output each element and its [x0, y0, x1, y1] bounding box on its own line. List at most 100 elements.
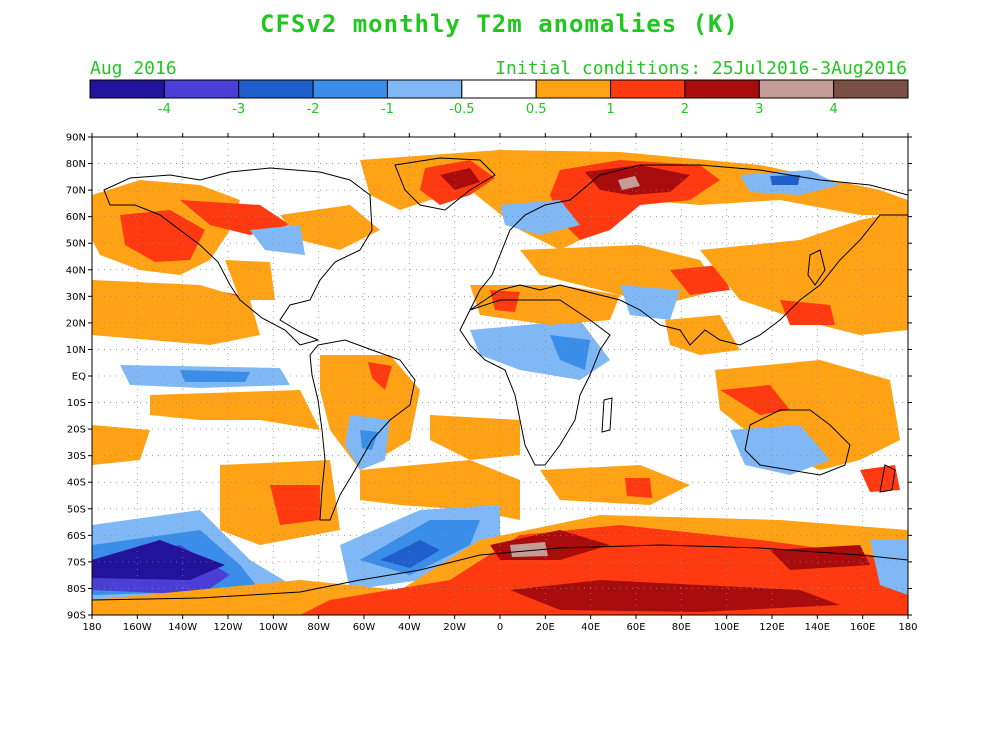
longitude-label: 40E — [581, 622, 600, 633]
anomaly-region-canada-orange — [280, 205, 380, 250]
coastline-madagascar — [601, 397, 613, 433]
anomaly-region-africa-midblue — [550, 335, 590, 370]
longitude-label: 120E — [759, 622, 784, 633]
axis-ticks: 90N 80N 70N 60N 50N 40N 30N 20N 10N EQ 10S 20S 30S 40… — [66, 133, 918, 634]
longitude-label: 80W — [307, 622, 330, 633]
longitude-label: 160E — [850, 622, 875, 633]
anomaly-region-antarctic-deep-darkred — [510, 580, 840, 612]
anomaly-region-southern-mid-red — [270, 485, 320, 525]
coastline-north-america — [103, 167, 373, 346]
colorbar-swatch — [833, 79, 909, 99]
longitude-label: 80E — [672, 622, 691, 633]
colorbar-swatch — [610, 79, 686, 99]
longitude-label: 160W — [123, 622, 152, 633]
coastline-australia — [744, 409, 851, 476]
anomaly-region-alaska-red — [120, 210, 205, 262]
longitude-label: 180 — [898, 622, 917, 633]
initial-conditions-label: Initial conditions: 25Jul2016-3Aug2016 — [495, 58, 907, 79]
longitude-label: 140W — [168, 622, 197, 633]
longitude-label: 120W — [214, 622, 243, 633]
coastline-eurasia — [468, 164, 908, 346]
latitude-label: 20N — [66, 318, 86, 329]
anomaly-region-sahara-red — [490, 290, 520, 312]
longitude-label: 100E — [714, 622, 739, 633]
longitude-label: 100W — [259, 622, 288, 633]
gridlines — [92, 137, 908, 615]
latitude-label: 10N — [66, 345, 86, 356]
coastline-japan — [807, 249, 826, 286]
anomaly-region-north-atlantic-lightblue — [500, 200, 580, 235]
longitude-label: 20E — [536, 622, 555, 633]
anomaly-region-tropical-pacific-midblue — [180, 370, 250, 382]
latitude-label: 70N — [66, 186, 86, 197]
colorbar-swatch — [238, 79, 314, 99]
anomaly-region-canada-red — [180, 200, 290, 235]
latitude-label: 80N — [66, 159, 86, 170]
colorbar-tick-label: 2 — [681, 102, 689, 117]
colorbar-tick-label: 3 — [755, 102, 763, 117]
anomaly-region-south-indian-orange — [540, 465, 690, 505]
anomaly-region-indonesia-red — [720, 385, 790, 415]
anomaly-region-europe-red — [670, 265, 730, 295]
anomaly-region-south-indian-red — [625, 478, 652, 498]
latitude-label: 90N — [66, 133, 86, 144]
colorbar-labels: -4 -3 -2 -1 -0.5 0.5 1 2 3 4 — [158, 102, 838, 117]
colorbar-swatch — [461, 79, 537, 99]
colorbar-swatch — [163, 79, 240, 99]
anomaly-region-caribbean-orange — [225, 260, 275, 300]
longitude-label: 60E — [626, 622, 645, 633]
anomaly-region-south-america-midblue — [360, 430, 378, 450]
colorbar-tick-label: 1 — [606, 102, 614, 117]
colorbar-swatch — [312, 79, 388, 99]
latitude-label: 30S — [67, 451, 86, 462]
anomaly-region-greenland-darkred — [440, 168, 480, 190]
latitude-label: 30N — [66, 292, 86, 303]
anomaly-region-south-america-orange — [320, 355, 420, 470]
colorbar-tick-label: -4 — [158, 102, 171, 117]
longitude-label: 0 — [497, 622, 503, 633]
colorbar-swatch — [535, 79, 612, 99]
latitude-label: 10S — [67, 398, 86, 409]
longitude-label: 40W — [398, 622, 421, 633]
colorbar-tick-label: -3 — [232, 102, 245, 117]
colorbar-swatch — [758, 79, 835, 99]
anomaly-region-se-pacific-orange — [92, 425, 150, 465]
anomaly-region-weddell-blue — [380, 540, 440, 568]
anomaly-region-gulf-lightblue — [250, 225, 305, 255]
anomaly-region-australia-blue — [730, 425, 830, 475]
colorbar-tick-label: -1 — [381, 102, 394, 117]
latitude-label: 20S — [67, 425, 86, 436]
anomaly-region-antarctic-deep-darkred-2 — [770, 545, 870, 570]
colorbar-tick-label: 0.5 — [526, 102, 547, 117]
longitude-label: 180 — [82, 622, 101, 633]
anomaly-region-northwest-pacific-midblue — [770, 175, 800, 185]
colorbar — [89, 79, 909, 99]
latitude-label: 60S — [67, 531, 86, 542]
colorbar-swatch — [89, 79, 165, 99]
anomaly-region-india-orange — [665, 315, 740, 355]
anomaly-region-south-atlantic-orange — [360, 460, 520, 520]
map-title: CFSv2 monthly T2m anomalies (K) — [260, 10, 739, 38]
latitude-label: 80S — [67, 584, 86, 595]
anomaly-region-far-east-lightblue — [870, 540, 908, 595]
latitude-label: 50N — [66, 239, 86, 250]
latitude-label: 90S — [67, 611, 86, 622]
anomaly-field — [92, 137, 908, 615]
colorbar-swatch — [684, 79, 760, 99]
coastline-greenland — [394, 157, 496, 211]
latitude-label: 50S — [67, 504, 86, 515]
anomaly-region-east-asia-orange — [700, 210, 908, 335]
anomaly-region-tasman-red — [860, 465, 900, 492]
coastline-africa — [459, 299, 611, 466]
colorbar-tick-label: 4 — [829, 102, 837, 117]
coastline-antarctica — [92, 544, 908, 601]
longitude-label: 140E — [805, 622, 830, 633]
longitude-label: 60W — [353, 622, 376, 633]
coastline-south-america — [309, 339, 416, 521]
anomaly-region-south-pacific-orange — [150, 390, 320, 430]
colorbar-tick-label: -0.5 — [449, 102, 474, 117]
anomaly-region-antarctic-pacific-darkpurple — [92, 540, 225, 580]
latitude-label: 40N — [66, 265, 86, 276]
anomaly-region-antarctic-pink — [510, 542, 548, 557]
